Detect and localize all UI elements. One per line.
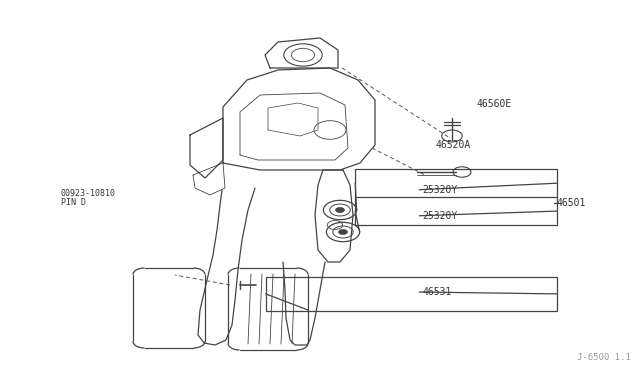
Circle shape xyxy=(339,230,348,235)
Text: 46560E: 46560E xyxy=(477,99,512,109)
Text: 46531: 46531 xyxy=(422,287,452,297)
Text: PIN D: PIN D xyxy=(61,198,86,207)
Text: 46520A: 46520A xyxy=(435,140,470,150)
Text: 46501: 46501 xyxy=(557,198,586,208)
Text: J-6500 1.1: J-6500 1.1 xyxy=(577,353,630,362)
Text: 00923-10810: 00923-10810 xyxy=(61,189,116,198)
Text: 25320Y: 25320Y xyxy=(422,185,458,195)
Circle shape xyxy=(335,208,344,213)
Bar xyxy=(266,277,557,311)
Text: 25320Y: 25320Y xyxy=(422,211,458,221)
Bar xyxy=(355,169,557,225)
